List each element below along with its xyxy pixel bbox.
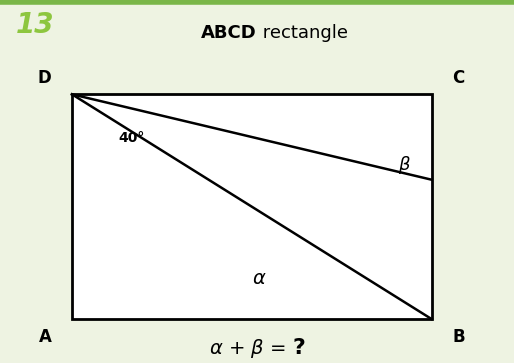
FancyBboxPatch shape bbox=[72, 94, 432, 319]
Text: C: C bbox=[452, 69, 465, 87]
Text: rectangle: rectangle bbox=[257, 24, 348, 42]
Text: β: β bbox=[398, 156, 409, 174]
Text: D: D bbox=[38, 69, 51, 87]
Text: ABCD: ABCD bbox=[201, 24, 257, 42]
Text: $\alpha$ + $\beta$ =: $\alpha$ + $\beta$ = bbox=[209, 337, 288, 360]
Text: B: B bbox=[452, 328, 465, 346]
Text: A: A bbox=[39, 328, 51, 346]
Text: 40°: 40° bbox=[118, 131, 144, 144]
Text: 13: 13 bbox=[15, 11, 54, 40]
Text: α: α bbox=[252, 269, 266, 288]
Text: ?: ? bbox=[293, 338, 306, 358]
